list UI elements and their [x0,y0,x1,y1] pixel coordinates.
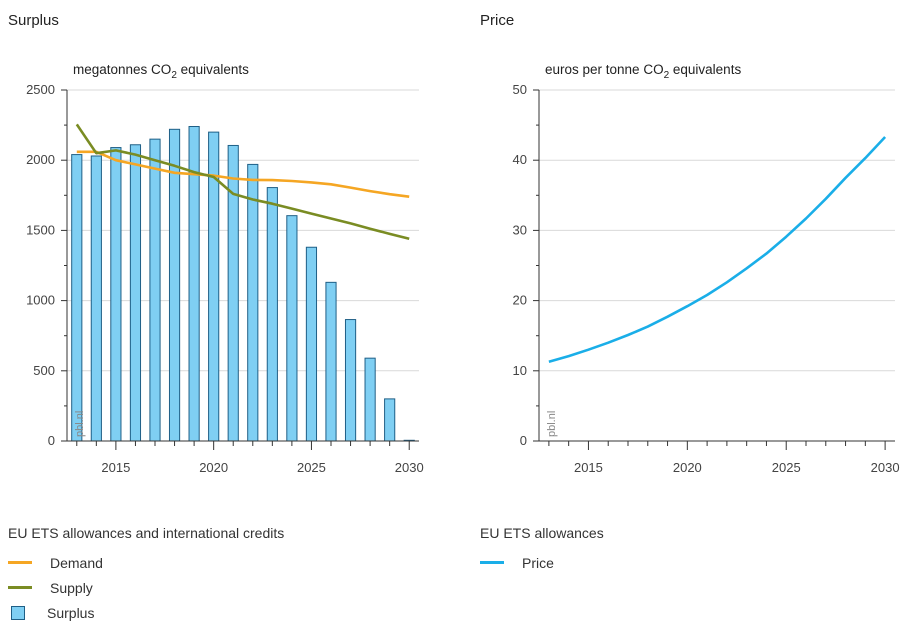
chart0-ytick-label: 500 [33,363,55,378]
legend-label-demand: Demand [50,554,103,571]
chart0-bar-2013 [71,154,83,442]
price-chart-title: Price [480,12,515,29]
demand-swatch [8,561,32,564]
surplus-swatch [11,605,25,620]
chart0-bar-2027 [344,319,357,442]
chart0-ytick-label: 1000 [26,293,55,308]
price-swatch [480,561,504,564]
chart0-bar-2026 [325,281,337,442]
chart0-ytick-label: 1500 [26,222,55,237]
chart1-watermark: pbl.nl [546,411,558,437]
chart1-ytick-label: 0 [520,433,527,448]
chart0-ytick-label: 2500 [26,82,55,97]
price-legend: EU ETS allowances Price [480,525,604,575]
chart1-line-price [548,136,887,363]
chart0-ytick-label: 2000 [26,152,55,167]
legend-item-price: Price [480,550,604,575]
chart0-ytick-label: 0 [48,433,55,448]
chart1-xtick-label: 2025 [772,460,801,475]
chart1-ytick-label: 30 [513,222,527,237]
chart0-line-supply [75,123,410,241]
chart1-unit-label: euros per tonne CO2 equivalents [545,62,741,81]
legend-label-surplus: Surplus [47,604,95,621]
chart1-ytick-label: 40 [513,152,527,167]
price-chart: euros per tonne CO2 equivalents010203040… [513,62,900,475]
chart0-xtick-label: 2025 [297,460,326,475]
surplus-legend-heading: EU ETS allowances and international cred… [8,525,285,541]
legend-item-surplus: Surplus [8,600,284,625]
chart0-xtick-label: 2030 [395,460,424,475]
chart0-bar-2015 [110,147,122,442]
legend-item-supply: Supply [8,575,284,600]
chart0-watermark: pbl.nl [74,411,86,437]
chart0-bar-2014 [90,155,102,442]
chart0-bar-2017 [149,138,161,442]
chart1-xtick-label: 2030 [871,460,900,475]
chart0-bar-2016 [129,144,142,442]
legend-label-price: Price [522,554,554,571]
chart0-xtick-label: 2015 [101,460,130,475]
legend-item-demand: Demand [8,550,284,575]
surplus-chart-title: Surplus [8,12,59,29]
chart0-line-demand [76,150,410,198]
supply-swatch [8,586,32,589]
chart0-bar-2018 [168,128,181,442]
chart1-ytick-label: 20 [513,293,527,308]
chart0-bar-2024 [286,215,298,442]
chart0-xtick-label: 2020 [199,460,228,475]
chart0-bar-2023 [266,187,278,442]
chart1-xtick-label: 2020 [673,460,702,475]
legend-label-supply: Supply [50,579,93,596]
chart1-xtick-label: 2015 [574,460,603,475]
chart0-bar-2025 [305,246,318,442]
chart0-bar-2022 [247,163,259,442]
price-legend-heading: EU ETS allowances [480,525,604,541]
chart1-ytick-label: 10 [513,363,527,378]
surplus-legend: EU ETS allowances and international cred… [8,525,284,625]
chart0-unit-label: megatonnes CO2 equivalents [73,62,249,81]
chart0-bar-2028 [364,357,376,442]
chart1-ytick-label: 50 [513,82,527,97]
surplus-chart: megatonnes CO2 equivalents 0 500 1000 1500 20… [26,62,424,475]
chart0-bar-2029 [384,398,396,442]
